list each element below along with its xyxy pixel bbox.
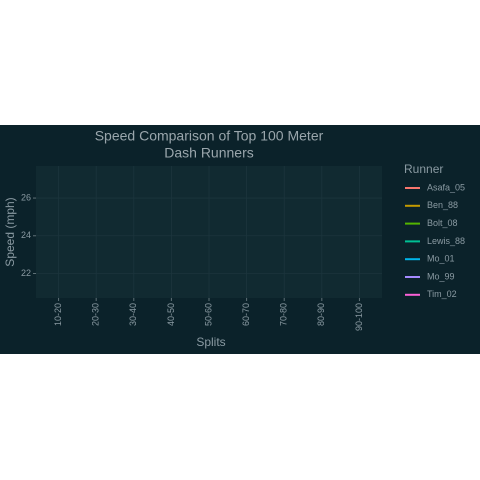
legend-label: Mo_01 (427, 254, 455, 264)
legend-label: Ben_88 (427, 200, 458, 210)
chart-title: Speed Comparison of Top 100 Meter (95, 128, 324, 144)
x-tick-label: 80-90 (316, 303, 326, 326)
y-tick-label: 26 (21, 192, 31, 202)
x-axis-title: Splits (196, 335, 225, 349)
x-tick-label: 10-20 (53, 303, 63, 326)
x-tick-label: 60-70 (241, 303, 251, 326)
x-tick-label: 70-80 (279, 303, 289, 326)
legend-label: Mo_99 (427, 271, 455, 281)
x-tick-label: 20-30 (91, 303, 101, 326)
x-tick-label: 40-50 (166, 303, 176, 326)
legend-label: Asafa_05 (427, 182, 465, 192)
legend-title: Runner (404, 162, 443, 176)
legend-label: Lewis_88 (427, 236, 465, 246)
y-tick-label: 22 (21, 268, 31, 278)
x-tick-label: 50-60 (203, 303, 213, 326)
legend-label: Tim_02 (427, 289, 457, 299)
legend-label: Bolt_08 (427, 218, 458, 228)
y-axis-title: Speed (mph) (3, 197, 17, 266)
x-tick-label: 90-100 (354, 303, 364, 331)
x-tick-label: 30-40 (128, 303, 138, 326)
y-tick-label: 24 (21, 230, 31, 240)
chart-title: Dash Runners (164, 145, 254, 161)
